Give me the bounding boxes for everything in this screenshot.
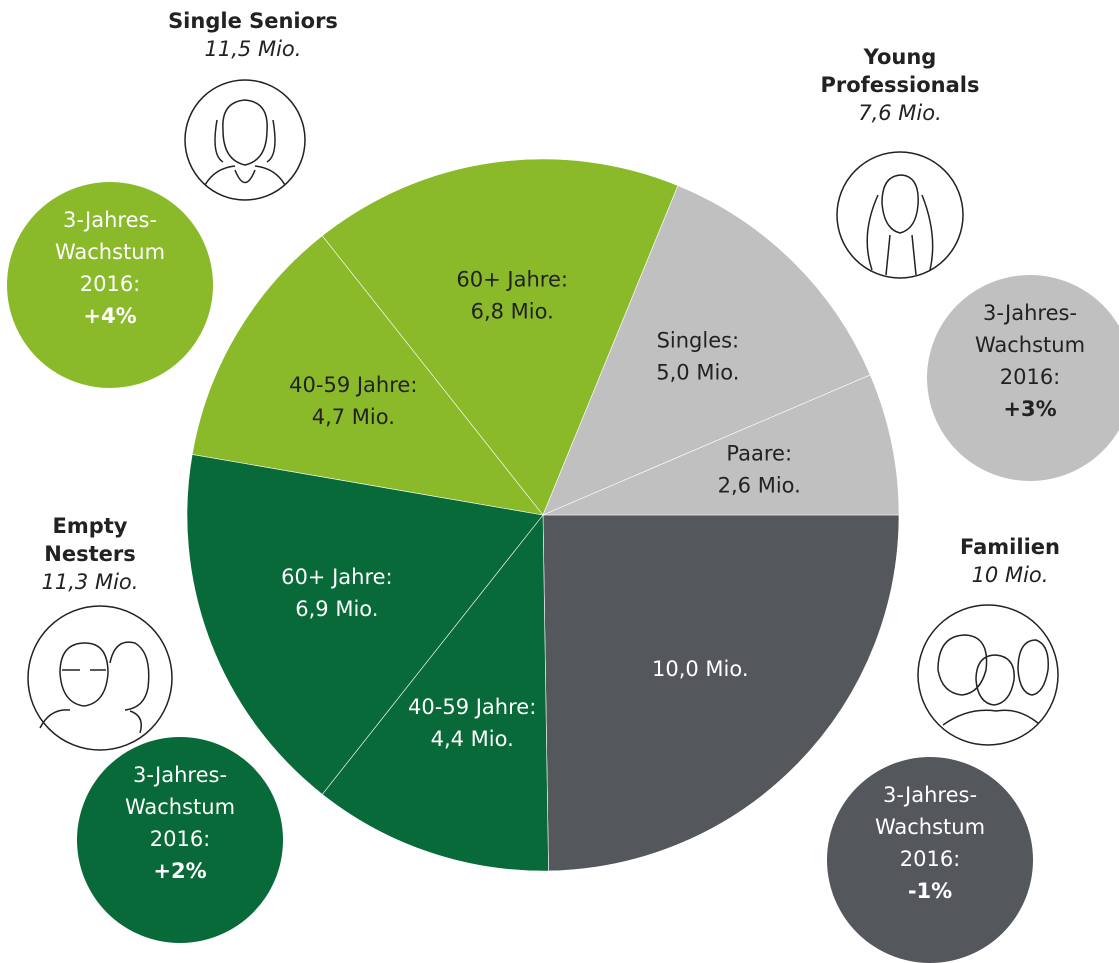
slice-value-label: 6,8 Mio. bbox=[471, 299, 554, 323]
slice-value-label: 10,0 Mio. bbox=[652, 657, 749, 681]
growth-text: 3-Jahres- bbox=[63, 208, 157, 232]
slice-value-label: 5,0 Mio. bbox=[656, 361, 739, 385]
group-total: 11,3 Mio. bbox=[42, 570, 139, 594]
chart: 10,0 Mio. 40-59 Jahre: 4,4 Mio. 60+ Jahre: 6… bbox=[0, 0, 1119, 963]
growth-text: 2016: bbox=[150, 827, 211, 851]
group-name: Young bbox=[863, 45, 937, 69]
icon-single-seniors bbox=[185, 80, 305, 200]
icon-familien bbox=[918, 605, 1058, 745]
group-name: Familien bbox=[960, 535, 1060, 559]
icon-empty-nesters bbox=[28, 606, 172, 750]
slice-value-label: 6,9 Mio. bbox=[295, 597, 378, 621]
group-total: 10 Mio. bbox=[972, 563, 1049, 587]
growth-text: 3-Jahres- bbox=[133, 763, 227, 787]
slice-category: 40-59 Jahre: bbox=[289, 373, 417, 397]
slice-category: Paare: bbox=[726, 442, 792, 466]
growth-value: +3% bbox=[1003, 397, 1056, 421]
slice-value-label: 2,6 Mio. bbox=[718, 474, 801, 498]
icon-young-professionals bbox=[837, 152, 963, 278]
group-name: Single Seniors bbox=[168, 9, 338, 33]
group-name: Professionals bbox=[821, 73, 980, 97]
growth-text: Wachstum bbox=[875, 815, 985, 839]
growth-value: -1% bbox=[908, 879, 952, 903]
growth-text: Wachstum bbox=[975, 333, 1085, 357]
group-total: 11,5 Mio. bbox=[205, 37, 302, 61]
slice-category: 40-59 Jahre: bbox=[408, 695, 536, 719]
group-name: Empty bbox=[53, 514, 128, 538]
growth-text: 2016: bbox=[1000, 365, 1061, 389]
slice-category: Singles: bbox=[657, 329, 740, 353]
slice-category: 60+ Jahre: bbox=[456, 267, 568, 291]
growth-value: +4% bbox=[83, 304, 136, 328]
growth-text: 2016: bbox=[900, 847, 961, 871]
growth-text: Wachstum bbox=[125, 795, 235, 819]
group-name: Nesters bbox=[44, 542, 135, 566]
growth-text: Wachstum bbox=[55, 240, 165, 264]
pie: 10,0 Mio. 40-59 Jahre: 4,4 Mio. 60+ Jahre: 6… bbox=[187, 159, 899, 871]
slice-value-label: 4,4 Mio. bbox=[431, 727, 514, 751]
growth-text: 3-Jahres- bbox=[983, 301, 1077, 325]
growth-text: 3-Jahres- bbox=[883, 783, 977, 807]
group-total: 7,6 Mio. bbox=[858, 101, 942, 125]
slice-category: 60+ Jahre: bbox=[281, 565, 393, 589]
growth-text: 2016: bbox=[80, 272, 141, 296]
slice-value-label: 4,7 Mio. bbox=[312, 405, 395, 429]
growth-value: +2% bbox=[153, 859, 206, 883]
